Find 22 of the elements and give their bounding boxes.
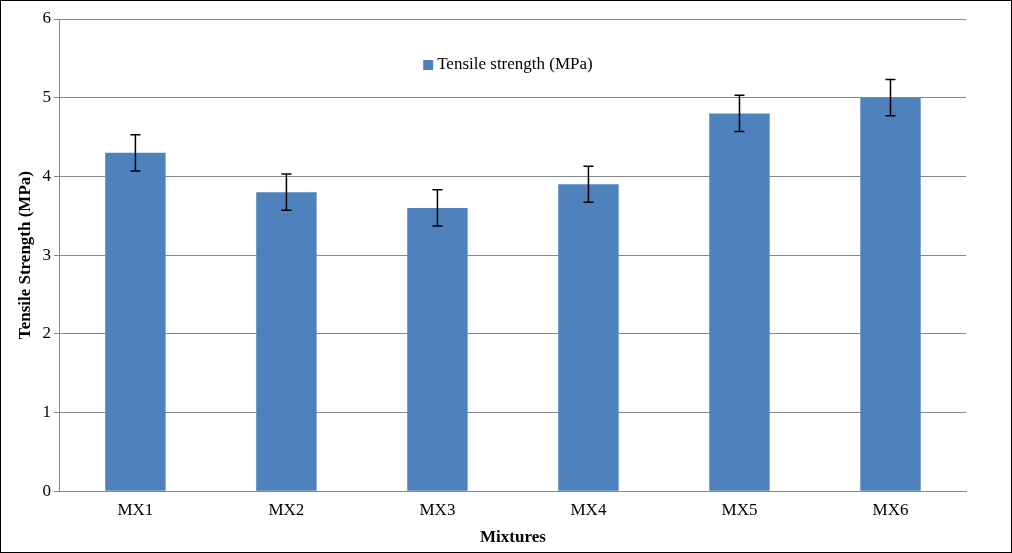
y-tick-label: 1 xyxy=(42,401,51,421)
y-tick-label: 2 xyxy=(42,323,51,343)
x-tick-label: MX1 xyxy=(117,499,154,519)
y-axis-title: Tensile Strength (MPa) xyxy=(14,171,34,340)
y-tick-label: 3 xyxy=(42,244,51,264)
x-tick-label: MX2 xyxy=(268,499,305,519)
bar xyxy=(709,113,770,491)
legend-label: Tensile strength (MPa) xyxy=(437,54,593,74)
y-tick-label: 0 xyxy=(42,480,51,500)
y-tick-label: 5 xyxy=(42,87,51,107)
x-axis-title: Mixtures xyxy=(480,527,547,547)
y-tick-label: 6 xyxy=(42,8,51,28)
bar xyxy=(558,184,619,491)
bar xyxy=(105,152,166,491)
bar xyxy=(407,207,468,491)
bar xyxy=(256,192,317,491)
x-tick-label: MX6 xyxy=(872,499,909,519)
x-tick-label: MX4 xyxy=(570,499,607,519)
y-tick-label: 4 xyxy=(42,165,52,185)
bar xyxy=(860,97,921,491)
x-tick-label: MX5 xyxy=(721,499,758,519)
x-tick-label: MX3 xyxy=(419,499,456,519)
